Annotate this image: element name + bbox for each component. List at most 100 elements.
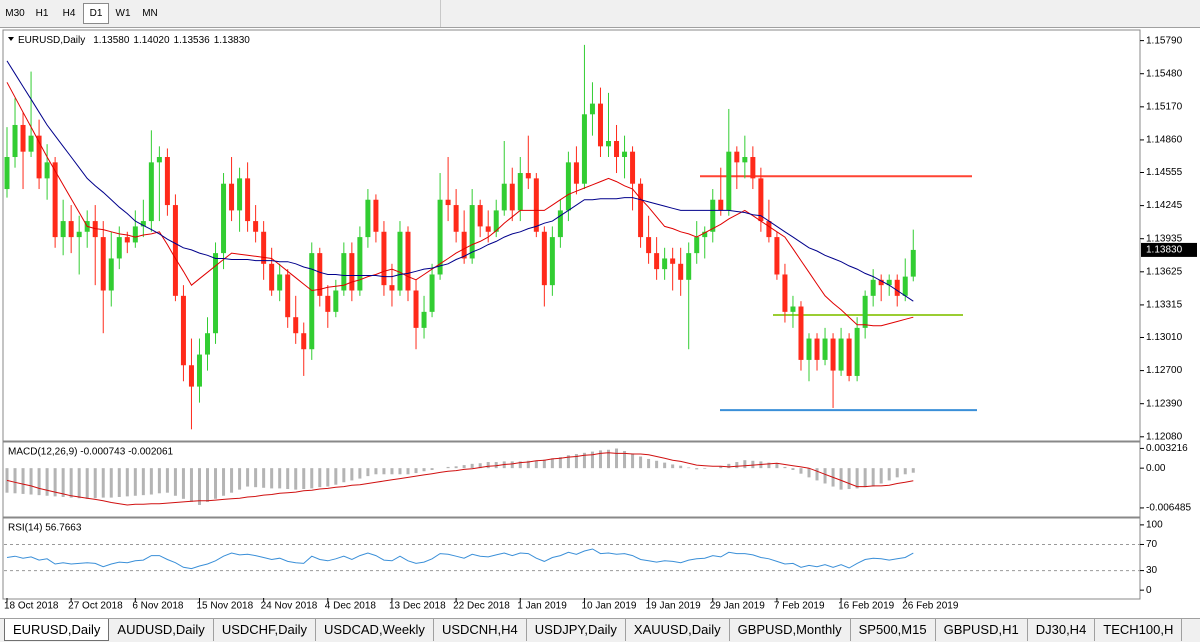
macd-bar xyxy=(350,468,354,481)
macd-bar xyxy=(430,468,434,470)
timeframe-button[interactable]: M30 xyxy=(5,8,25,19)
candle-body xyxy=(453,205,459,232)
y-tick-label: 1.13935 xyxy=(1146,233,1183,244)
x-tick-label: 7 Feb 2019 xyxy=(774,601,825,612)
macd-bar xyxy=(334,468,338,485)
macd-bar xyxy=(855,468,859,489)
chart-tab[interactable]: USDJPY,Daily xyxy=(527,619,626,641)
toolbar-separator xyxy=(440,0,441,27)
candle-body xyxy=(261,231,267,264)
macd-bar xyxy=(775,463,779,469)
macd-bar xyxy=(743,460,747,469)
candle-body xyxy=(108,258,114,291)
macd-bar xyxy=(109,468,113,498)
candle-body xyxy=(341,253,347,291)
candle-body xyxy=(862,295,868,328)
chart-tab[interactable]: GBPUSD,H1 xyxy=(936,619,1028,641)
macd-bar xyxy=(93,468,97,499)
chart-tab[interactable]: DJ30,H4 xyxy=(1028,619,1096,641)
y-tick-label: 1.13010 xyxy=(1146,332,1183,343)
macd-bar xyxy=(847,468,851,490)
candle-body xyxy=(188,365,194,387)
timeframe-button[interactable]: MN xyxy=(142,8,158,19)
chart-tab[interactable]: USDCHF,Daily xyxy=(214,619,317,641)
timeframe-button[interactable]: D1 xyxy=(83,3,109,24)
x-tick-label: 27 Oct 2018 xyxy=(68,601,123,612)
macd-bar xyxy=(518,461,522,469)
y-tick-label: 0.003216 xyxy=(1146,443,1188,454)
candle-body xyxy=(317,253,323,296)
chart-tab[interactable]: USDCAD,Weekly xyxy=(316,619,434,641)
macd-bar xyxy=(703,468,707,469)
macd-bar xyxy=(149,468,153,495)
chart-tab[interactable]: GBPUSD,Monthly xyxy=(730,619,851,641)
macd-bar xyxy=(53,468,57,497)
candle-body xyxy=(365,199,371,238)
candle-body xyxy=(573,162,579,184)
candle-body xyxy=(381,231,387,286)
macd-bar xyxy=(478,463,482,469)
candle-body xyxy=(12,124,18,158)
symbol-label: EURUSD,Daily xyxy=(18,35,85,46)
macd-bar xyxy=(719,466,723,469)
candle-body xyxy=(269,263,275,291)
candle-body xyxy=(710,199,716,232)
macd-bar xyxy=(21,468,25,494)
moving-average xyxy=(6,60,914,302)
chart-tab[interactable]: TECH100,H xyxy=(1095,619,1183,641)
chart-tabs: EURUSD,Daily AUDUSD,Daily USDCHF,Daily USDC… xyxy=(0,618,1200,642)
timeframe-button[interactable]: H1 xyxy=(35,8,49,19)
candle-body xyxy=(148,162,154,222)
macd-bar xyxy=(214,468,218,499)
candle-body xyxy=(774,237,780,275)
macd-bar xyxy=(695,468,699,470)
candle-body xyxy=(854,327,860,376)
candle-body xyxy=(614,140,620,158)
candle-body xyxy=(68,221,74,238)
candle-body xyxy=(565,162,571,211)
candle-body xyxy=(52,162,58,238)
macd-bar xyxy=(582,452,586,469)
timeframe-button[interactable]: H4 xyxy=(62,8,76,19)
chart-tab[interactable]: EURUSD,Daily xyxy=(4,619,110,641)
candle-body xyxy=(678,263,684,280)
y-tick-label: 30 xyxy=(1146,565,1158,576)
candle-body xyxy=(36,135,42,179)
x-tick-label: 29 Jan 2019 xyxy=(710,601,765,612)
candle-body xyxy=(814,338,820,360)
candle-body xyxy=(164,157,170,206)
candle-body xyxy=(156,157,162,163)
candle-body xyxy=(253,221,259,232)
candle-body xyxy=(333,290,339,312)
chart-tab[interactable]: SP500,M15 xyxy=(851,619,936,641)
candle-body xyxy=(886,279,892,286)
macd-bar xyxy=(791,468,795,470)
candle-body xyxy=(501,183,507,211)
chart-tab[interactable]: USDCNH,H4 xyxy=(434,619,527,641)
macd-bar xyxy=(414,468,418,474)
candle-body xyxy=(597,103,603,147)
macd-bar xyxy=(366,468,370,477)
ohlc-label: 1.14020 xyxy=(133,35,170,46)
panel-title: MACD(12,26,9) -0.000743 -0.002061 xyxy=(8,447,174,458)
candle-body xyxy=(445,199,451,206)
candle-body xyxy=(429,274,435,312)
macd-bar xyxy=(197,468,201,505)
x-tick-label: 24 Nov 2018 xyxy=(261,601,318,612)
timeframe-button[interactable]: W1 xyxy=(115,8,131,19)
candle-body xyxy=(533,178,539,232)
candle-body xyxy=(493,210,499,232)
chart-tab[interactable]: XAUUSD,Daily xyxy=(626,619,730,641)
candle-body xyxy=(469,205,475,259)
macd-bar xyxy=(542,459,546,469)
chart-tab[interactable]: AUDUSD,Daily xyxy=(109,619,214,641)
candle-body xyxy=(606,140,611,147)
candle-body xyxy=(245,178,251,222)
candle-body xyxy=(686,253,692,280)
candle-body xyxy=(76,231,82,238)
macd-bar xyxy=(29,468,33,495)
candle-body xyxy=(397,231,403,291)
candle-body xyxy=(549,237,555,286)
candle-body xyxy=(221,183,227,254)
candle-body xyxy=(790,306,796,312)
